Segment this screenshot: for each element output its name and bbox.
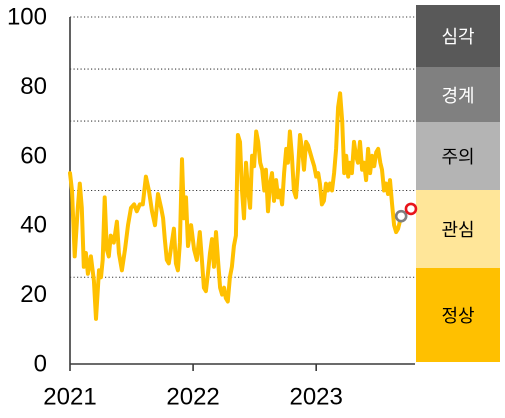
- zone-band-critical: 심각: [416, 5, 500, 67]
- zone-label: 심각: [441, 27, 475, 47]
- y-tick-label: 60: [20, 142, 47, 169]
- series-line: [68, 91, 404, 321]
- y-tick-label: 100: [7, 4, 47, 31]
- x-tick-label: 2021: [43, 384, 96, 411]
- point-marker: [404, 202, 418, 216]
- zone-band-normal: 정상: [416, 268, 500, 362]
- y-tick-label: 40: [20, 212, 47, 239]
- zone-band-attention: 관심: [416, 190, 500, 268]
- zone-band-caution: 주의: [416, 122, 500, 190]
- y-tick-label: 80: [20, 73, 47, 100]
- x-tick-label: 2022: [166, 384, 219, 411]
- zone-label: 경계: [441, 85, 475, 106]
- y-tick-label: 0: [34, 351, 47, 378]
- x-tick-label: 2023: [289, 384, 342, 411]
- y-tick-label: 20: [20, 281, 47, 308]
- zone-label: 주의: [441, 147, 475, 167]
- zone-label: 정상: [441, 306, 475, 326]
- zone-band-alert: 경계: [416, 67, 500, 122]
- point-marker: [394, 209, 408, 223]
- zone-label: 관심: [441, 220, 475, 240]
